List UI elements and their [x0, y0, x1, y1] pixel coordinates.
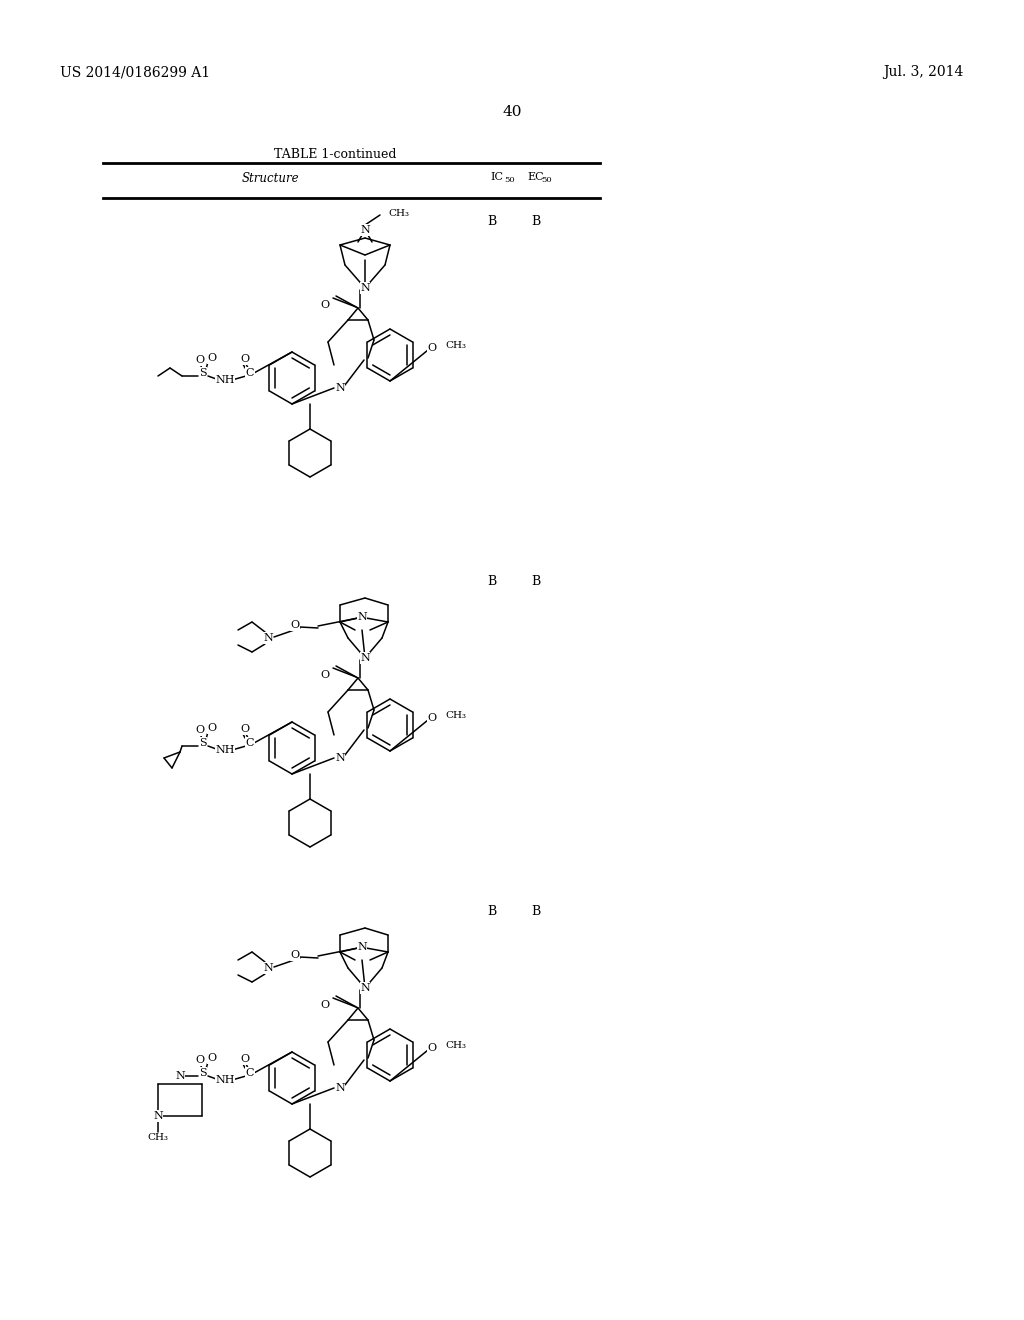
- Text: C: C: [246, 738, 254, 748]
- Text: O: O: [241, 354, 250, 364]
- Text: B: B: [531, 906, 541, 917]
- Text: N: N: [360, 282, 370, 293]
- Text: O: O: [291, 950, 300, 960]
- Text: S: S: [200, 368, 207, 378]
- Text: Structure: Structure: [242, 172, 299, 185]
- Text: N: N: [335, 1082, 345, 1093]
- Text: O: O: [196, 355, 205, 366]
- Text: N: N: [335, 383, 345, 393]
- Text: O: O: [427, 1043, 436, 1053]
- Text: O: O: [321, 1001, 330, 1010]
- Text: S: S: [200, 1068, 207, 1078]
- Text: TABLE 1-continued: TABLE 1-continued: [273, 148, 396, 161]
- Text: O: O: [241, 723, 250, 734]
- Text: N: N: [360, 224, 370, 235]
- Text: N: N: [154, 1111, 163, 1121]
- Text: B: B: [531, 215, 541, 228]
- Text: B: B: [531, 576, 541, 587]
- Text: S: S: [200, 738, 207, 748]
- Text: CH₃: CH₃: [445, 1041, 466, 1051]
- Text: US 2014/0186299 A1: US 2014/0186299 A1: [60, 65, 210, 79]
- Text: N: N: [357, 612, 367, 622]
- Text: 50: 50: [541, 176, 552, 183]
- Text: O: O: [241, 1053, 250, 1064]
- Text: CH₃: CH₃: [445, 342, 466, 351]
- Text: O: O: [321, 300, 330, 310]
- Text: N: N: [357, 942, 367, 952]
- Text: EC: EC: [527, 172, 544, 182]
- Text: 40: 40: [502, 106, 522, 119]
- Text: C: C: [246, 368, 254, 378]
- Text: N: N: [360, 653, 370, 663]
- Text: N: N: [335, 752, 345, 763]
- Text: CH₃: CH₃: [445, 711, 466, 721]
- Text: 50: 50: [504, 176, 515, 183]
- Text: Jul. 3, 2014: Jul. 3, 2014: [884, 65, 964, 79]
- Text: O: O: [291, 620, 300, 630]
- Text: O: O: [427, 713, 436, 723]
- Text: O: O: [208, 1053, 216, 1063]
- Text: NH: NH: [215, 375, 234, 385]
- Text: O: O: [321, 671, 330, 680]
- Text: N: N: [175, 1071, 185, 1081]
- Text: NH: NH: [215, 1074, 234, 1085]
- Text: N: N: [360, 983, 370, 993]
- Text: B: B: [487, 215, 497, 228]
- Text: N: N: [263, 964, 272, 973]
- Text: CH₃: CH₃: [388, 209, 409, 218]
- Text: C: C: [246, 1068, 254, 1078]
- Text: NH: NH: [215, 744, 234, 755]
- Text: O: O: [196, 1055, 205, 1065]
- Text: O: O: [208, 352, 216, 363]
- Text: B: B: [487, 576, 497, 587]
- Text: O: O: [196, 725, 205, 735]
- Text: B: B: [487, 906, 497, 917]
- Text: CH₃: CH₃: [147, 1134, 169, 1143]
- Text: IC: IC: [490, 172, 503, 182]
- Text: O: O: [427, 343, 436, 352]
- Text: N: N: [263, 634, 272, 643]
- Text: O: O: [208, 723, 216, 733]
